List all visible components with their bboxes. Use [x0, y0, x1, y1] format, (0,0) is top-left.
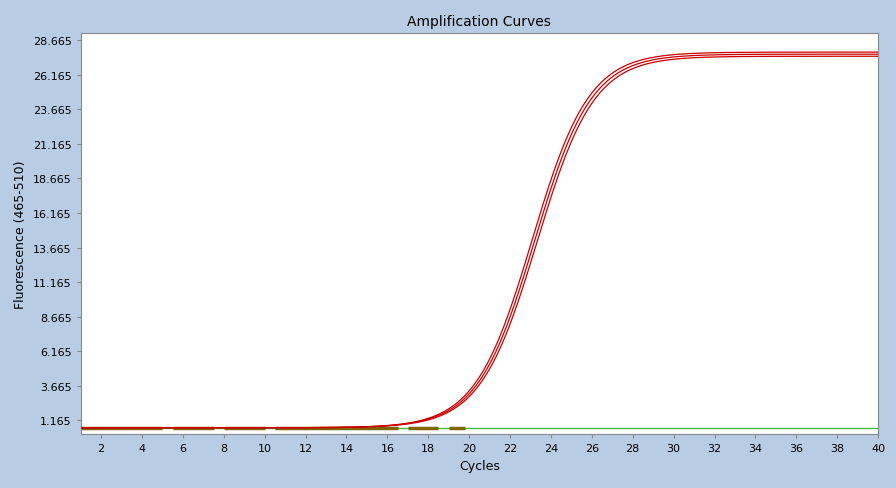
X-axis label: Cycles: Cycles: [459, 459, 500, 472]
Y-axis label: Fluorescence (465-510): Fluorescence (465-510): [14, 160, 27, 308]
Title: Amplification Curves: Amplification Curves: [408, 15, 551, 29]
